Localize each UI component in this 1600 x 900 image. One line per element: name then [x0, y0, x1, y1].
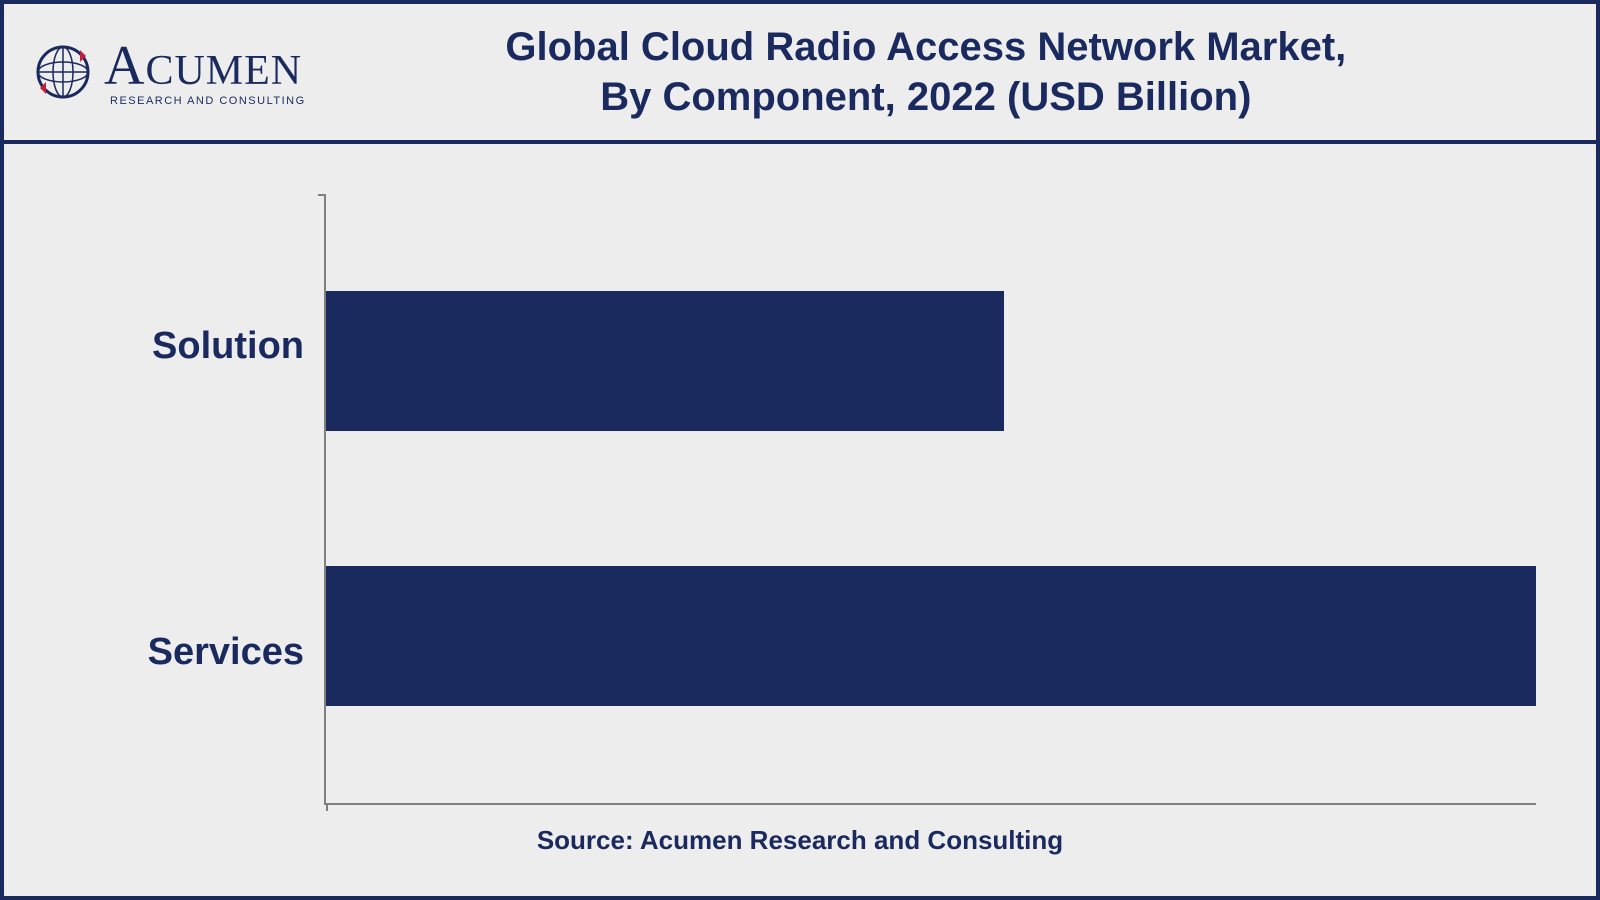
- logo: ACUMEN RESEARCH AND CONSULTING: [34, 38, 306, 107]
- chart-body: Solution Services Source: Acumen Researc…: [4, 144, 1596, 896]
- logo-text: ACUMEN RESEARCH AND CONSULTING: [104, 38, 306, 107]
- plot-area: [324, 194, 1536, 805]
- source-attribution: Source: Acumen Research and Consulting: [64, 805, 1536, 866]
- chart-area: Solution Services: [64, 194, 1536, 805]
- bar-row-services: [326, 566, 1536, 706]
- logo-company-rest: CUMEN: [145, 48, 302, 94]
- logo-tagline: RESEARCH AND CONSULTING: [110, 96, 306, 107]
- header-band: ACUMEN RESEARCH AND CONSULTING Global Cl…: [4, 4, 1596, 144]
- title-line-2: By Component, 2022 (USD Billion): [306, 72, 1546, 122]
- axis-tick: [318, 194, 326, 196]
- y-axis-labels: Solution Services: [64, 194, 324, 805]
- logo-company-name: ACUMEN: [104, 38, 306, 94]
- category-label-services: Services: [148, 631, 304, 674]
- chart-frame: ACUMEN RESEARCH AND CONSULTING Global Cl…: [0, 0, 1600, 900]
- bar-solution: [326, 291, 1004, 431]
- chart-title: Global Cloud Radio Access Network Market…: [306, 22, 1566, 122]
- bar-row-solution: [326, 291, 1536, 431]
- title-line-1: Global Cloud Radio Access Network Market…: [306, 22, 1546, 72]
- bar-services: [326, 566, 1536, 706]
- axis-tick: [326, 803, 328, 811]
- category-label-solution: Solution: [152, 325, 304, 368]
- globe-icon: [34, 43, 92, 101]
